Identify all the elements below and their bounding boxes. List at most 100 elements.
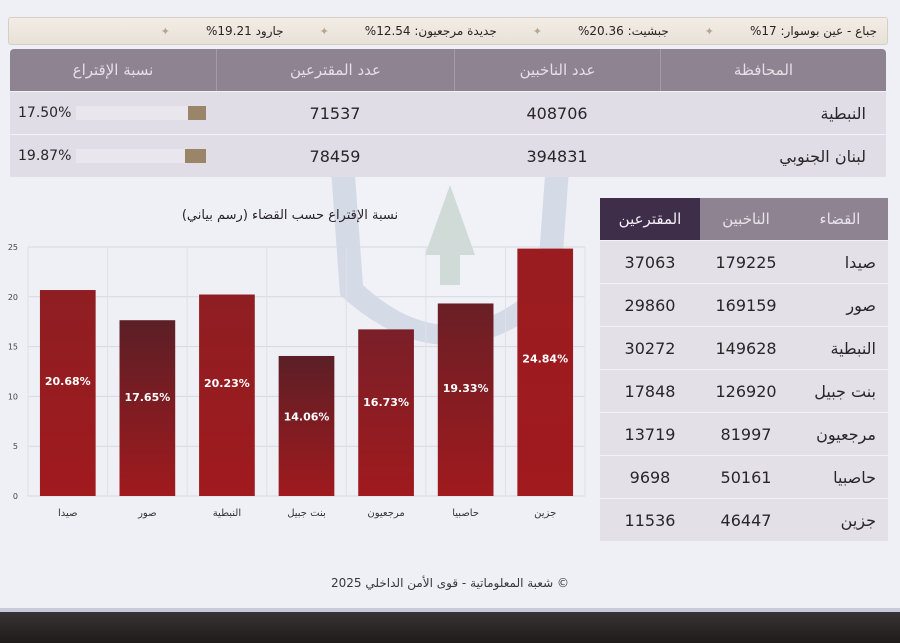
turnout-count-cell: 71537 [309,103,361,123]
x-tick-label: النبطية [213,508,241,519]
district-table-header: القضاء الناخبين المقترعين [600,198,888,240]
ticker-item: جديدة مرجعيون: %12.54 [364,24,497,38]
ticker-separator-icon: ✦ [319,24,329,38]
header-turnout: المقترعين [600,198,700,240]
turnout-cell: 13719 [624,424,676,444]
y-tick-label: 20 [8,293,18,302]
header-turnout-count: عدد المقترعين [216,49,454,91]
table-row: حاصبيا 50161 9698 [600,455,888,498]
bar-value-label: 20.68% [45,375,91,388]
district-name: النبطية [830,338,876,358]
bar [437,303,494,496]
turnout-progress-bar [76,149,206,163]
ticker-label: جديدة مرجعيون [418,24,497,38]
governorate-name: النبطية [820,103,866,123]
bar-value-label: 24.84% [522,352,568,365]
x-tick-label: بنت جبيل [287,508,326,519]
bar-value-label: 20.23% [204,377,250,390]
governorate-name: لبنان الجنوبي [779,146,866,166]
bar-value-label: 17.65% [124,391,170,404]
x-tick-label: صيدا [58,508,78,519]
ticker-label: جارود [255,24,284,38]
y-tick-label: 15 [8,343,18,352]
ticker-value: %20.36 [578,24,624,38]
bar [199,294,255,496]
turnout-bar-chart: 0 5 10 15 20 25 20.68% صيدا 17.65% صور 20.23% النبط… [8,243,586,519]
results-ticker: جباع - عين بوسوار: %17 ✦ جبشيت: %20.36 ✦… [8,17,888,45]
y-tick-label: 0 [13,492,18,501]
district-name: بنت جبيل [814,381,876,401]
x-tick-label: مرجعيون [367,508,404,519]
turnout-pct-cell: 17.50% [10,92,216,134]
turnout-pct-value: 17.50% [18,105,72,121]
turnout-cell: 37063 [624,252,676,272]
district-name: صور [846,295,876,315]
bar [278,355,335,496]
bar [119,320,176,496]
header-voters: عدد الناخبين [454,49,660,91]
ticker-item: جارود %19.21 [196,24,294,38]
bar [358,329,414,496]
turnout-progress-bar [76,106,206,120]
governorate-table-header: المحافظة عدد الناخبين عدد المقترعين نسبة… [10,49,886,91]
district-name: صيدا [844,252,876,272]
voters-cell: 50161 [720,467,772,487]
footer-credit: © شعبة المعلوماتية - قوى الأمن الداخلي 2… [331,576,569,590]
progress-fill [187,106,206,120]
y-tick-label: 25 [8,243,18,252]
ticker-value: %19.21 [205,24,252,38]
ticker-separator-icon: ✦ [160,24,170,38]
ticker-value: %17 [750,24,777,38]
table-row: صيدا 179225 37063 [600,240,888,283]
bar [517,248,574,496]
x-tick-label: حاصبيا [452,508,479,519]
district-name: مرجعيون [816,424,876,444]
ticker-value: %12.54 [364,24,411,38]
ticker-item: جبشيت: %20.36 [578,24,669,38]
table-row: صور 169159 29860 [600,283,888,326]
bar-value-label: 14.06% [284,410,330,423]
header-turnout-pct: نسبة الإقتراع [72,61,154,79]
progress-fill [185,149,206,163]
ticker-separator-icon: ✦ [532,24,542,38]
turnout-count-cell: 78459 [309,146,361,166]
turnout-pct-value: 19.87% [18,148,72,164]
table-row: مرجعيون 81997 13719 [600,412,888,455]
monitor-bezel [0,612,900,643]
y-tick-label: 5 [13,442,18,451]
turnout-cell: 11536 [624,510,676,530]
header-district: القضاء [819,210,861,228]
ticker-label: جبشيت [631,24,669,38]
screen: جباع - عين بوسوار: %17 ✦ جبشيت: %20.36 ✦… [0,0,900,612]
voters-cell: 408706 [526,103,588,123]
district-name: جزين [840,510,876,530]
voters-cell: 394831 [526,146,588,166]
voters-cell: 81997 [720,424,772,444]
y-tick-label: 10 [8,392,18,401]
chart-title: نسبة الإقتراع حسب القضاء (رسم بياني) [181,208,399,223]
bar [39,290,96,496]
voters-cell: 46447 [720,510,772,530]
table-row: بنت جبيل 126920 17848 [600,369,888,412]
bar-value-label: 19.33% [443,382,489,395]
x-tick-label: صور [137,508,157,519]
turnout-cell: 30272 [624,338,676,358]
voters-cell: 126920 [715,381,777,401]
voters-cell: 149628 [715,338,777,358]
voters-cell: 179225 [715,252,777,272]
table-row: النبطية 408706 71537 17.50% [10,91,886,134]
table-row: جزين 46447 11536 [600,498,888,541]
turnout-cell: 17848 [624,381,676,401]
header-governorate: المحافظة [660,49,886,91]
ticker-separator-icon: ✦ [704,24,714,38]
x-tick-label: جزين [534,508,556,519]
table-row: لبنان الجنوبي 394831 78459 19.87% [10,134,886,177]
district-name: حاصبيا [833,467,876,487]
bar-value-label: 16.73% [363,396,409,409]
table-row: النبطية 149628 30272 [600,326,888,369]
ticker-label: جباع - عين بوسوار [784,24,877,38]
header-voters: الناخبين [722,210,770,228]
ticker-item: جباع - عين بوسوار: %17 [750,24,877,38]
turnout-cell: 29860 [624,295,676,315]
turnout-pct-cell: 19.87% [10,135,216,177]
